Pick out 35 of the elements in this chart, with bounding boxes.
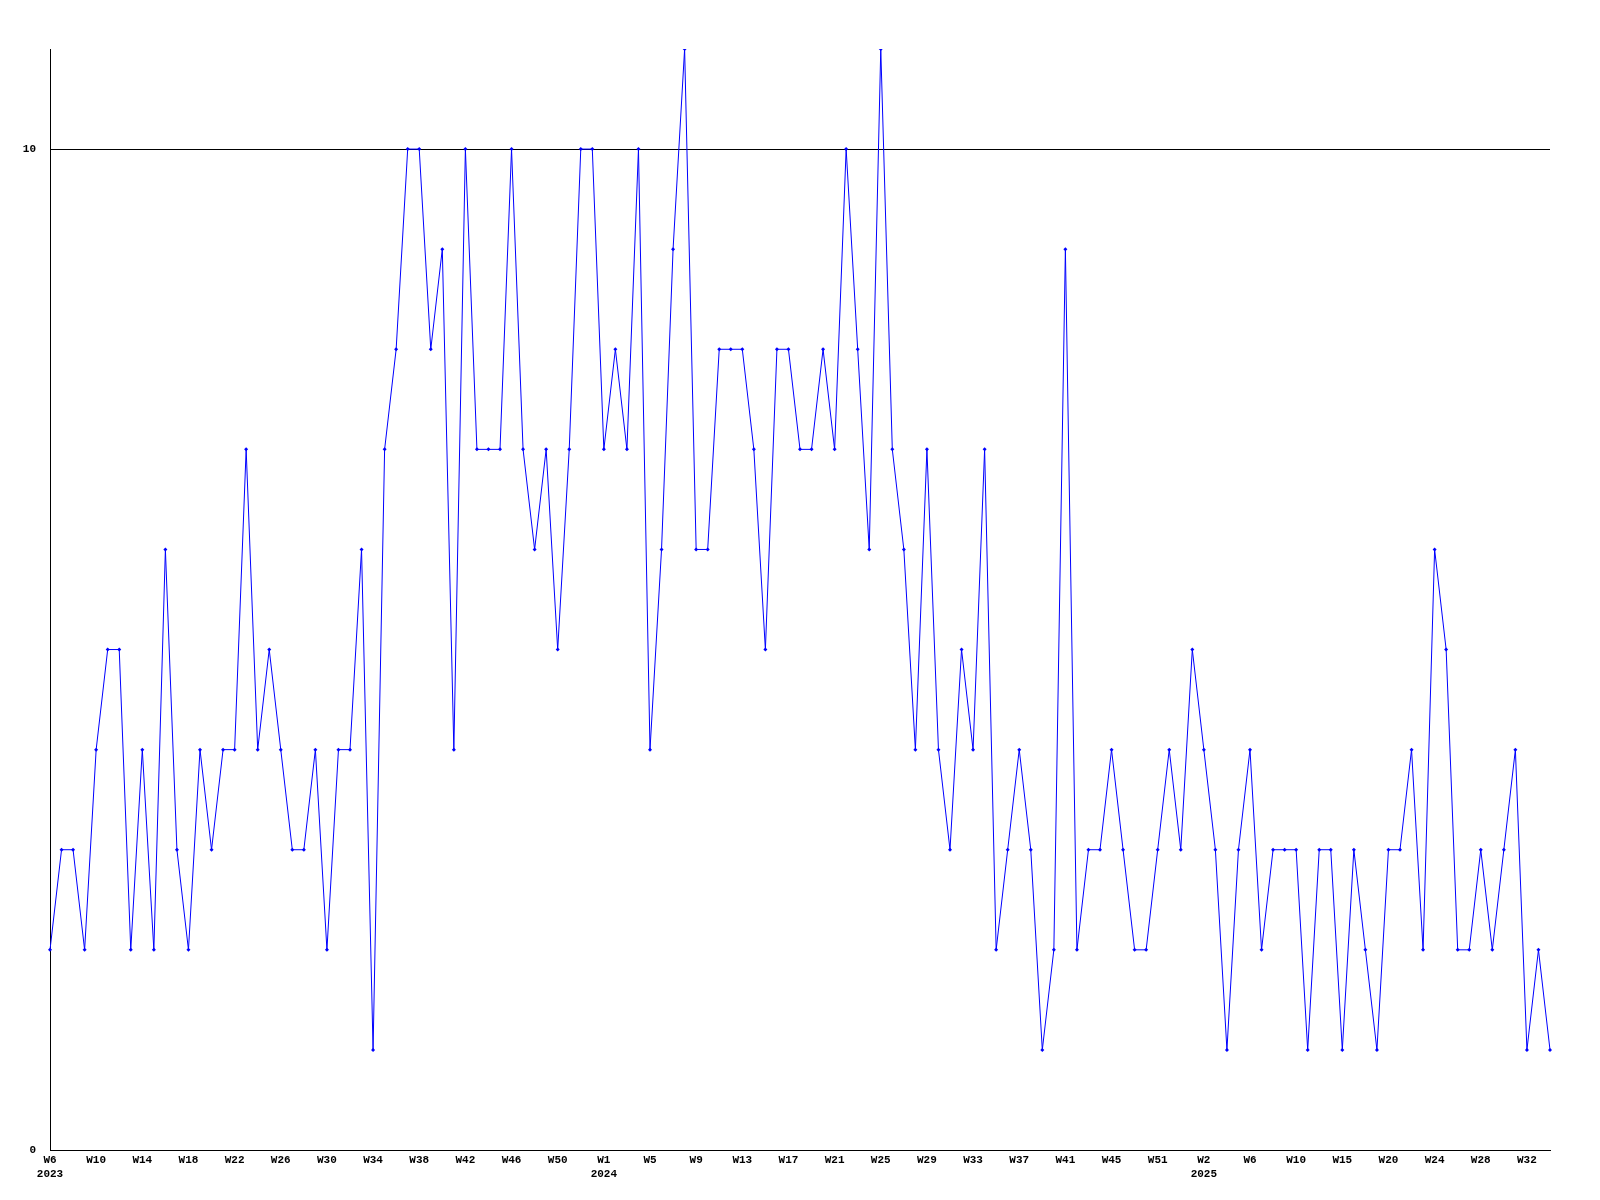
x-tick-label: W14 bbox=[132, 1154, 153, 1167]
x-tick-label: W17 bbox=[778, 1154, 799, 1167]
x-tick-label: W28 bbox=[1470, 1154, 1492, 1167]
x-tick-label: W38 bbox=[409, 1154, 430, 1167]
x-tick-label: W50 bbox=[547, 1154, 568, 1167]
x-tick-label: W51 bbox=[1147, 1154, 1168, 1167]
x-tick-label: W24 bbox=[1424, 1154, 1445, 1167]
x-tick-label: W5 bbox=[643, 1154, 657, 1167]
x-tick-label: W9 bbox=[689, 1154, 703, 1167]
x-tick-label: W13 bbox=[732, 1154, 753, 1167]
x-tick-label: W10 bbox=[1286, 1154, 1307, 1167]
x-tick-label: W26 bbox=[270, 1154, 291, 1167]
x-tick-label: W22 bbox=[224, 1154, 245, 1167]
y-tick-label: 10 bbox=[22, 142, 36, 155]
x-tick-label: W29 bbox=[917, 1154, 937, 1167]
x-tick-label: W30 bbox=[317, 1154, 337, 1167]
x-tick-label: W6 2023 bbox=[36, 1154, 64, 1180]
x-tick-label: W1 2024 bbox=[590, 1154, 618, 1180]
x-tick-label: W42 bbox=[455, 1154, 476, 1167]
x-tick-label: W32 bbox=[1517, 1154, 1537, 1167]
x-tick-label: W18 bbox=[178, 1154, 199, 1167]
x-tick-label: W37 bbox=[1009, 1154, 1030, 1167]
y-tick-label: 0 bbox=[29, 1143, 36, 1156]
x-tick-label: W20 bbox=[1378, 1154, 1399, 1167]
x-tick-label: W10 bbox=[86, 1154, 107, 1167]
x-tick-label: W41 bbox=[1055, 1154, 1076, 1167]
x-tick-label: W34 bbox=[363, 1154, 384, 1167]
x-tick-label: W33 bbox=[963, 1154, 984, 1167]
x-tick-label: W25 bbox=[870, 1154, 892, 1167]
x-tick-label: W45 bbox=[1101, 1154, 1122, 1167]
x-tick-label: W15 bbox=[1332, 1154, 1353, 1167]
x-tick-label: W21 bbox=[824, 1154, 845, 1167]
x-tick-label: W6 bbox=[1243, 1154, 1257, 1167]
x-tick-label: W2 2025 bbox=[1190, 1154, 1218, 1180]
x-tick-label: W46 bbox=[501, 1154, 522, 1167]
